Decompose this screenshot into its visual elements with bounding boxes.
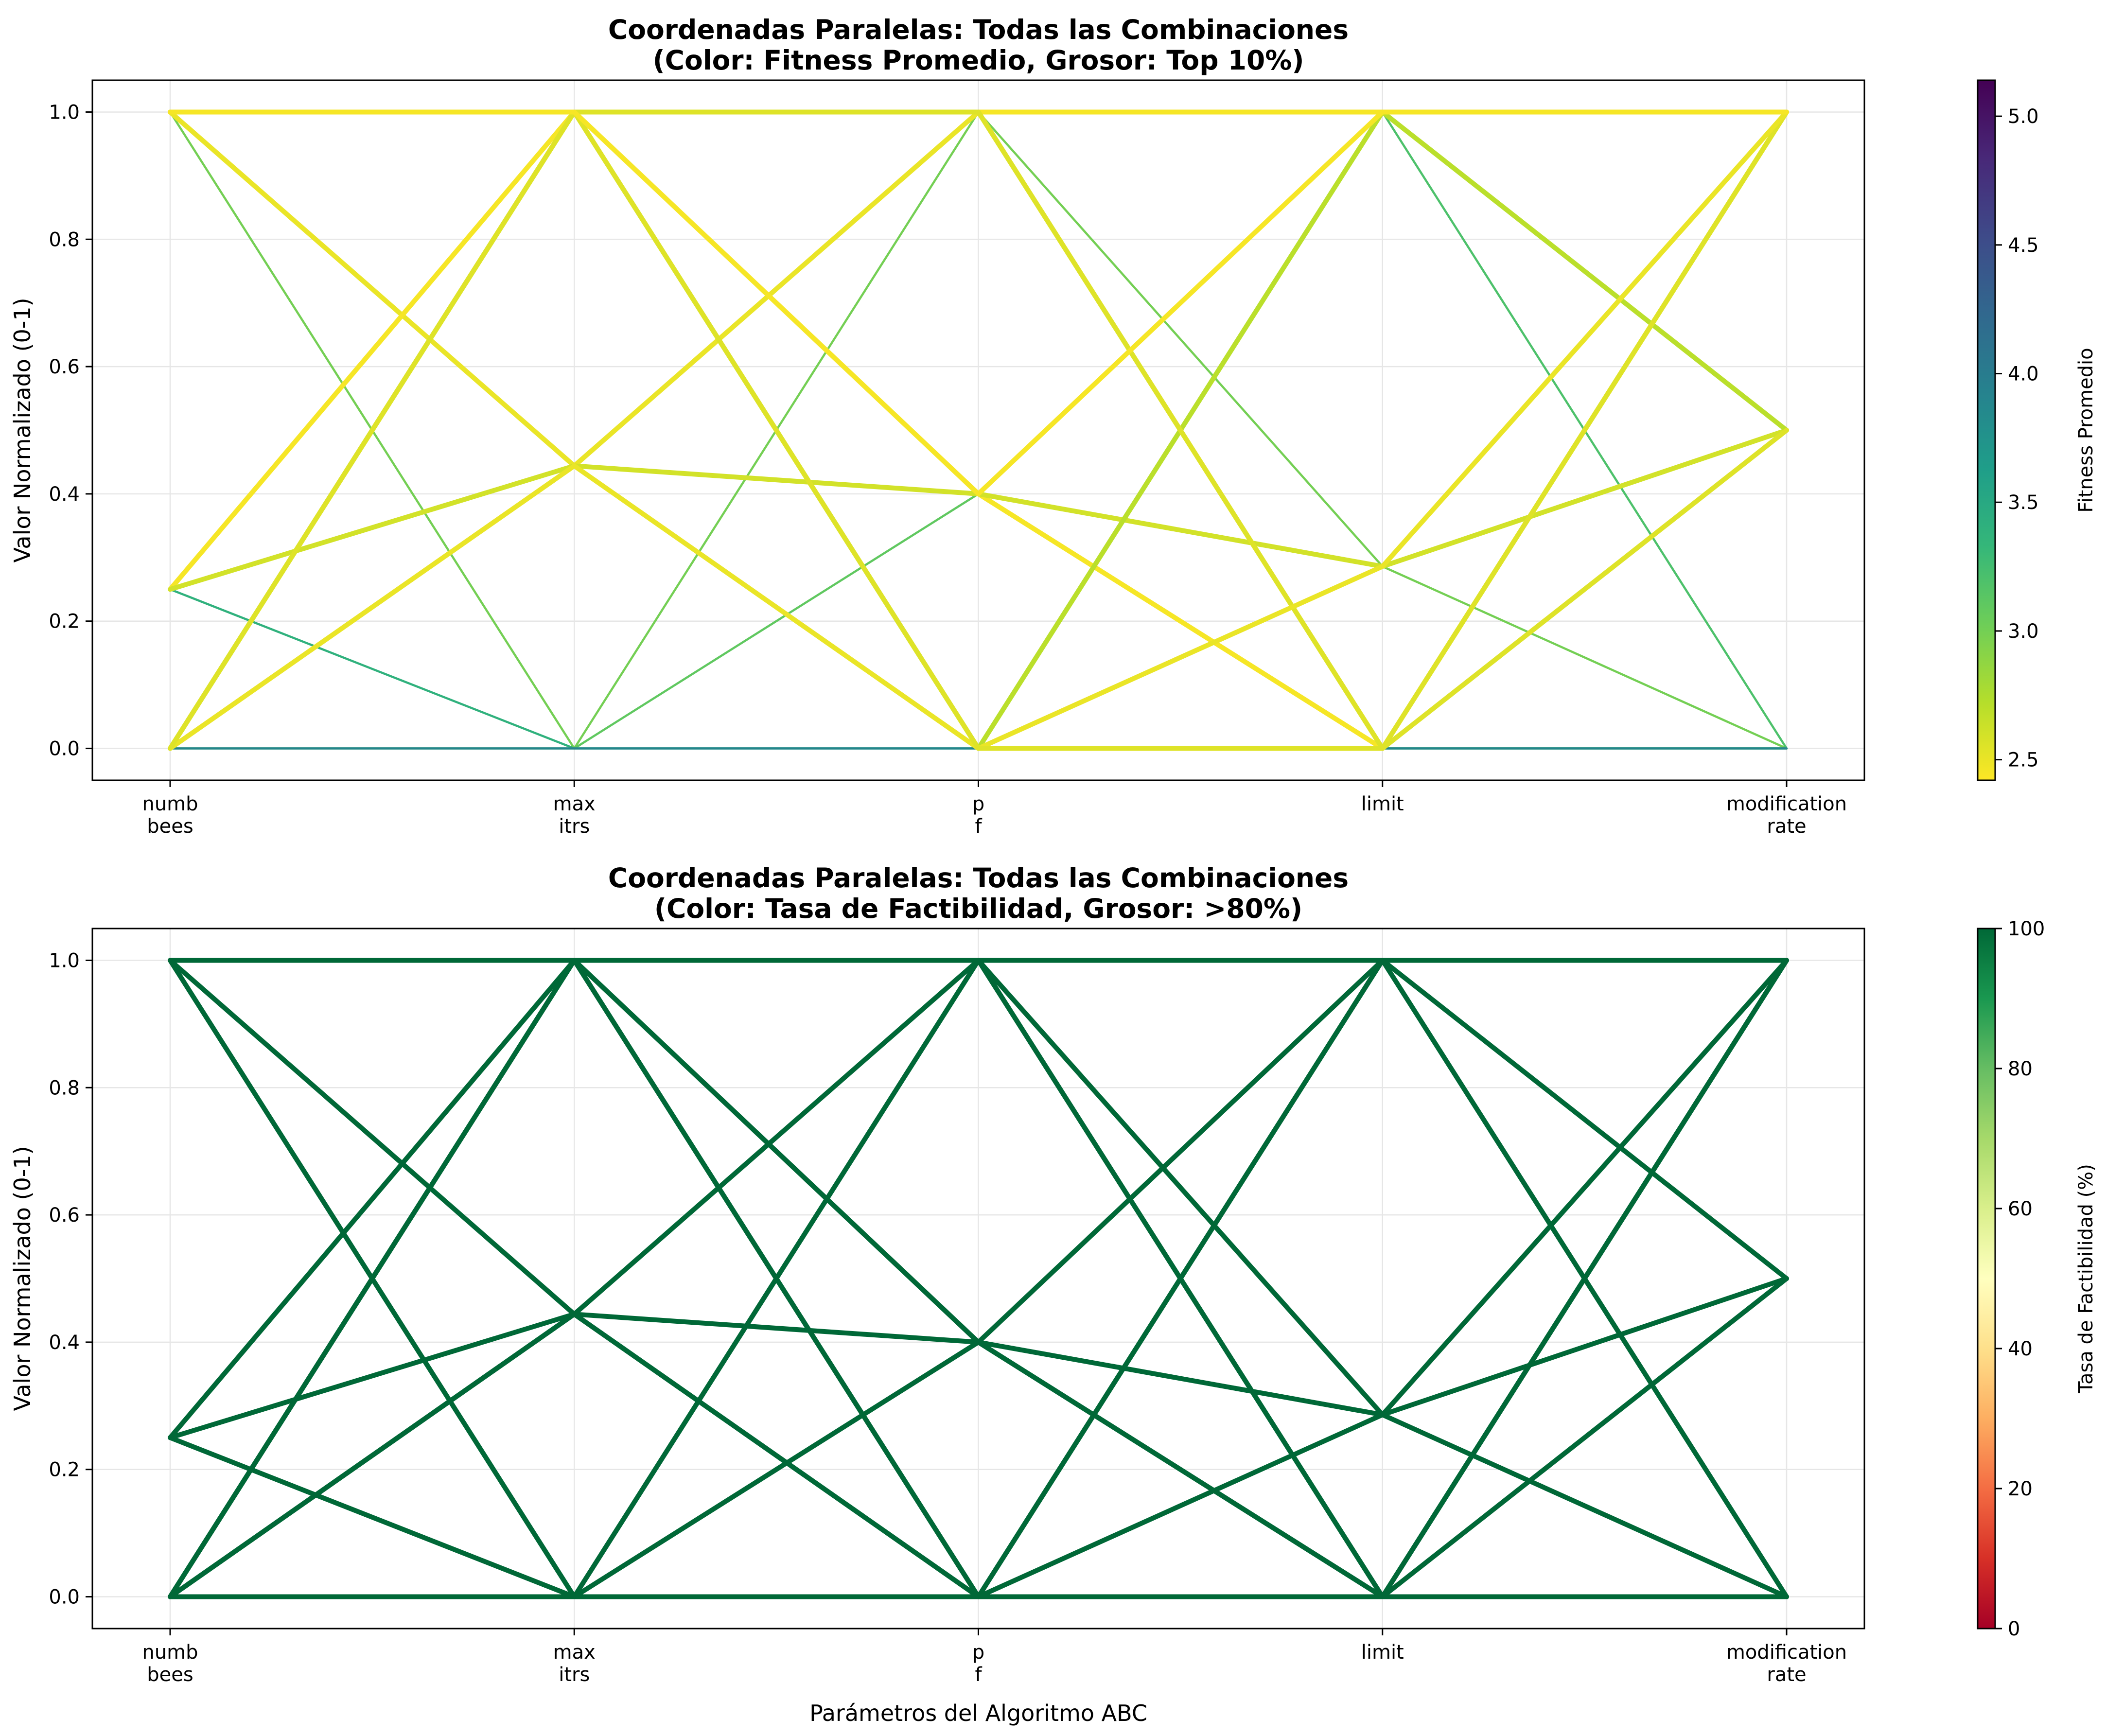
bottom-chart: Coordenadas Paralelas: Todas las Combina…: [9, 862, 2097, 1726]
y-tick-label: 0.2: [49, 611, 80, 633]
x-tick-label: max: [553, 793, 596, 815]
x-tick-label: modification: [1726, 1641, 1847, 1664]
data-lines: [168, 109, 1789, 751]
colorbar: 2.5 3.0 3.5 4.0 4.5 5.0 Fitness Promedio: [1977, 79, 2097, 781]
colorbar-tick-label: 60: [2008, 1198, 2033, 1220]
data-lines: [168, 958, 1789, 1599]
colorbar-label: Tasa de Factibilidad (%): [2075, 1164, 2097, 1394]
y-axis-label: Valor Normalizado (0-1): [9, 298, 35, 562]
y-tick-label: 0.6: [49, 1204, 80, 1227]
series-line: [168, 109, 1789, 496]
x-tick-label-line2: itrs: [559, 815, 590, 838]
y-tick-label: 0.2: [49, 1459, 80, 1481]
top-chart: Coordenadas Paralelas: Todas las Combina…: [9, 14, 2097, 838]
colorbar-frame: [1977, 79, 1996, 781]
y-tick-label: 0.0: [49, 738, 80, 760]
colorbar-gradient: [1978, 80, 1995, 780]
colorbar-tick-label: 20: [2008, 1478, 2033, 1500]
y-tick-label: 1.0: [49, 101, 80, 123]
y-tick-label: 0.4: [49, 483, 80, 506]
x-tick-label: p: [972, 793, 984, 815]
grid: [92, 80, 1864, 780]
x-tick-label-line2: rate: [1767, 1664, 1806, 1686]
colorbar-tick-label: 2.5: [2008, 749, 2039, 772]
x-tick-label: numb: [142, 793, 198, 815]
series-line: [168, 109, 1789, 751]
colorbar-frame: [1977, 928, 1996, 1630]
chart-subtitle: (Color: Tasa de Factibilidad, Grosor: >8…: [654, 893, 1302, 924]
chart-title: Coordenadas Paralelas: Todas las Combina…: [608, 14, 1349, 45]
y-tick-label: 0.8: [49, 1077, 80, 1099]
x-tick-label: max: [553, 1641, 596, 1664]
x-tick-label-line2: itrs: [559, 1664, 590, 1686]
x-axis-label: Parámetros del Algoritmo ABC: [809, 1700, 1147, 1726]
colorbar-tick-label: 40: [2008, 1338, 2033, 1360]
colorbar-tick-label: 100: [2008, 918, 2045, 940]
colorbar-tick-label: 3.0: [2008, 620, 2039, 643]
colorbar: 0 20 40 60 80 100 Tasa de Factibilidad (%): [1977, 918, 2097, 1640]
x-tick-label-line2: f: [975, 815, 982, 838]
x-tick-label: modification: [1726, 793, 1847, 815]
colorbar-gradient: [1978, 929, 1995, 1629]
x-tick-label-line2: f: [975, 1664, 982, 1686]
colorbar-tick-label: 5.0: [2008, 105, 2039, 128]
chart-title: Coordenadas Paralelas: Todas las Combina…: [608, 862, 1349, 894]
x-tick-label: limit: [1361, 1641, 1404, 1664]
grid: [92, 929, 1864, 1629]
chart-subtitle: (Color: Fitness Promedio, Grosor: Top 10…: [652, 45, 1304, 76]
x-tick-label-line2: bees: [147, 1664, 193, 1686]
x-tick-label: p: [972, 1641, 984, 1664]
colorbar-tick-label: 80: [2008, 1058, 2033, 1080]
y-tick-label: 0.0: [49, 1586, 80, 1609]
colorbar-label: Fitness Promedio: [2075, 348, 2097, 512]
y-tick-label: 0.6: [49, 356, 80, 378]
y-tick-label: 0.8: [49, 228, 80, 251]
x-tick-label: limit: [1361, 793, 1404, 815]
colorbar-tick-label: 4.0: [2008, 363, 2039, 386]
x-tick-label: numb: [142, 1641, 198, 1664]
x-tick-label-line2: bees: [147, 815, 193, 838]
colorbar-tick-label: 4.5: [2008, 234, 2039, 257]
y-axis-label: Valor Normalizado (0-1): [9, 1146, 35, 1411]
series-line: [168, 958, 1789, 1599]
y-tick-label: 1.0: [49, 949, 80, 972]
x-tick-label-line2: rate: [1767, 815, 1806, 838]
colorbar-tick-label: 3.5: [2008, 491, 2039, 514]
y-tick-label: 0.4: [49, 1332, 80, 1354]
colorbar-tick-label: 0: [2008, 1618, 2020, 1640]
